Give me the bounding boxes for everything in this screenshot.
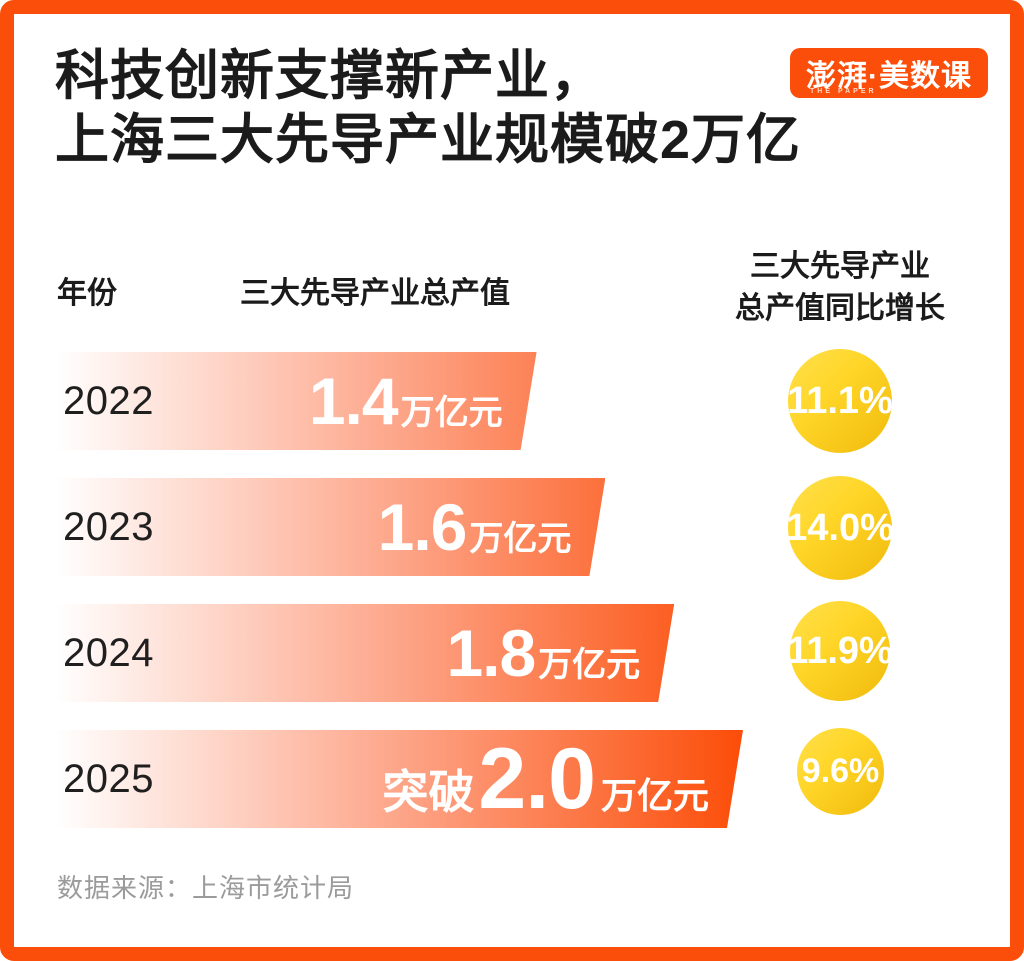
value-unit: 万亿元 [538,646,641,684]
growth-value: 14.0% [786,506,894,549]
column-header-growth: 三大先导产业 总产值同比增长 [690,246,990,330]
value-label: 突破 2.0 万亿元 [382,730,743,829]
growth-value: 11.9% [787,629,893,672]
value-unit: 万亿元 [600,774,709,816]
value-number: 1.6 [377,490,467,564]
bar-2025: 2025 突破 2.0 万亿元 [55,730,743,828]
brand-logo: 澎湃·美数课 THE PAPER [790,48,988,98]
year-label: 2025 [63,756,154,801]
value-label: 1.6 万亿元 [378,489,606,565]
brand-logo-subtext: THE PAPER [810,88,877,95]
value-unit: 万亿元 [400,394,503,432]
value-number: 2.0 [478,730,595,827]
page-title: 科技创新支撑新产业， 上海三大先导产业规模破2万亿 [55,44,801,172]
growth-badge-2025: 9.6% [797,728,884,815]
title-line-2: 上海三大先导产业规模破2万亿 [55,110,802,170]
value-label: 1.4 万亿元 [309,363,537,439]
data-source: 数据来源：上海市统计局 [57,873,355,903]
value-prefix: 突破 [382,765,475,818]
value-number: 1.4 [308,364,398,438]
year-label: 2024 [63,630,154,675]
value-number: 1.8 [446,616,536,690]
year-label: 2023 [63,504,154,549]
column-header-value: 三大先导产业总产值 [240,277,510,310]
value-unit: 万亿元 [469,520,572,558]
growth-badge-2023: 14.0% [786,476,894,580]
title-line-1: 科技创新支撑新产业， [55,46,605,106]
growth-value: 9.6% [801,752,880,790]
bar-2022: 2022 1.4 万亿元 [55,352,537,450]
growth-value: 11.1% [787,379,893,422]
year-label: 2022 [63,378,154,423]
bar-2023: 2023 1.6 万亿元 [55,478,605,576]
column-header-year: 年份 [57,277,117,310]
value-label: 1.8 万亿元 [446,615,674,691]
brand-logo-text: 澎湃·美数课 [806,60,972,93]
column-header-growth-line-1: 三大先导产业 [750,250,930,283]
bar-2024: 2024 1.8 万亿元 [55,604,674,702]
growth-badge-2022: 11.1% [787,349,893,453]
growth-badge-2024: 11.9% [787,601,893,701]
column-header-growth-line-2: 总产值同比增长 [735,292,945,325]
